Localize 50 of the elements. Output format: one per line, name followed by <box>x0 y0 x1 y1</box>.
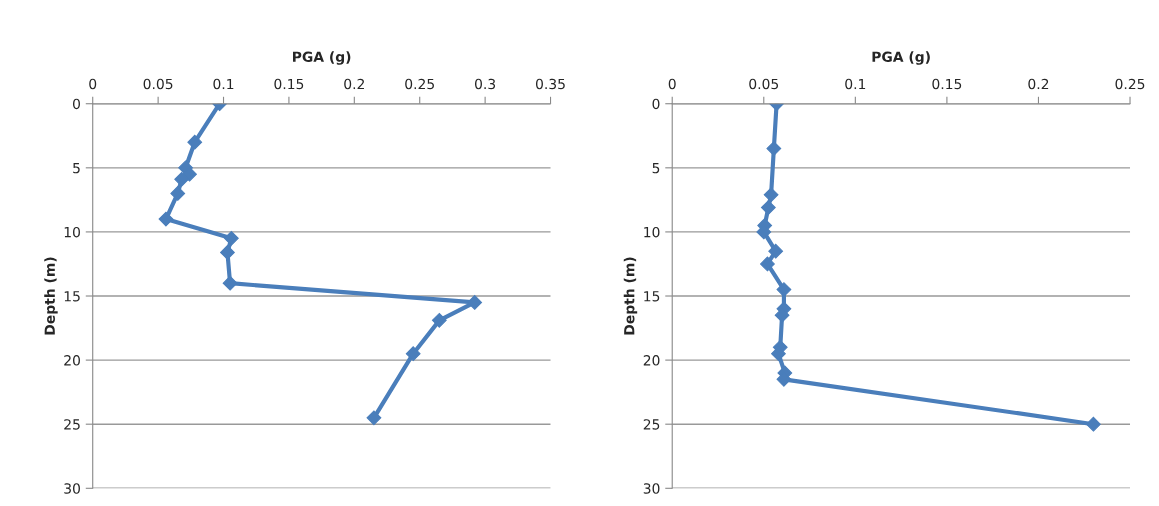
y-tick-label: 10 <box>64 226 80 238</box>
y-tick-label: 10 <box>644 226 660 238</box>
point <box>170 186 186 201</box>
x-tick-label: 0.15 <box>274 78 304 90</box>
x-tick-label: 0.25 <box>1115 78 1145 90</box>
point <box>768 243 784 259</box>
point <box>766 141 782 156</box>
y-tick-label: 25 <box>643 419 660 430</box>
x-tick-label: 0.05 <box>143 78 173 90</box>
x-tick-label: 0.3 <box>475 78 496 90</box>
point <box>760 256 775 272</box>
y-tick-label: 15 <box>64 291 80 302</box>
point <box>366 410 382 426</box>
y-tick-label: 5 <box>652 162 660 174</box>
point <box>187 134 203 150</box>
point <box>763 187 779 203</box>
y-tick-label: 30 <box>64 483 80 494</box>
point <box>776 282 792 297</box>
point <box>760 200 776 215</box>
point <box>222 275 238 291</box>
point <box>223 230 239 246</box>
point <box>220 245 235 260</box>
y-tick-label: 20 <box>64 355 80 366</box>
x-tick-label: 0.35 <box>535 78 565 90</box>
y-tick-label: 25 <box>64 419 80 430</box>
y-tick-label: 5 <box>73 162 80 174</box>
x-tick-label: 0.2 <box>1028 78 1049 90</box>
x-tick-label: 0 <box>668 78 676 90</box>
x-axis-title: PGA (g) <box>293 51 351 65</box>
x-tick-label: 0.05 <box>749 78 779 90</box>
y-tick-label: 0 <box>72 98 80 110</box>
x-tick-label: 0.1 <box>845 78 866 90</box>
x-tick-label: 0 <box>89 78 97 90</box>
point <box>158 211 174 227</box>
y-tick-label: 15 <box>644 291 660 302</box>
x-tick-label: 0.15 <box>932 78 962 90</box>
y-axis-title: Depth (m) <box>623 257 638 335</box>
point <box>405 346 421 362</box>
point <box>1086 416 1101 432</box>
x-axis-title: PGA (g) <box>872 51 930 65</box>
y-tick-label: 20 <box>643 355 660 366</box>
y-tick-label: 0 <box>652 98 660 110</box>
x-tick-label: 0.2 <box>344 78 364 90</box>
point <box>467 295 483 310</box>
y-axis-title: Depth (m) <box>44 257 58 335</box>
y-tick-label: 30 <box>643 483 660 494</box>
x-tick-label: 0.25 <box>405 78 434 90</box>
point <box>431 312 447 328</box>
x-tick-label: 0.1 <box>213 78 234 90</box>
point <box>174 171 190 187</box>
